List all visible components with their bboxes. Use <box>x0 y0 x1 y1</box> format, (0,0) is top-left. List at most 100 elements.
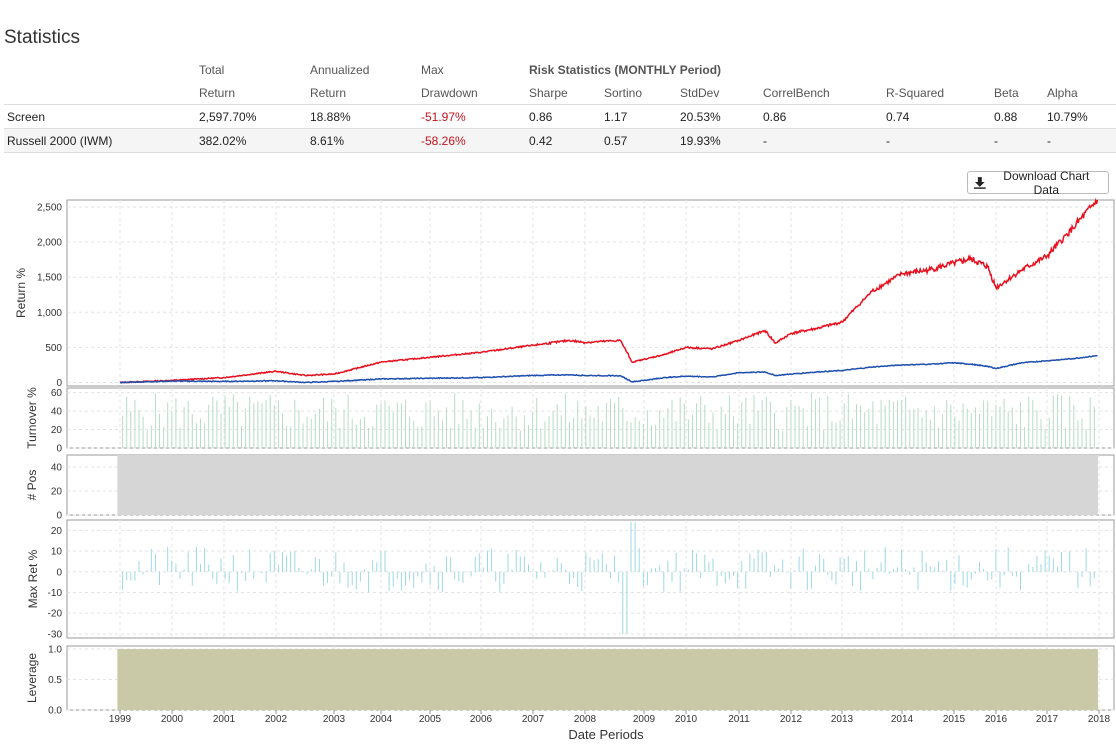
x-tick-label: 2012 <box>780 714 803 725</box>
table-header-cell: Sharpe <box>526 81 601 105</box>
table-header-cell: StdDev <box>677 81 760 105</box>
x-tick-label: 2016 <box>985 714 1008 725</box>
table-cell: Russell 2000 (IWM) <box>4 128 196 153</box>
table-cell: 2,597.70% <box>196 104 307 129</box>
table-row: Russell 2000 (IWM) 382.02% 8.61% -58.26%… <box>4 128 1116 153</box>
x-tick-label: 2002 <box>265 714 288 725</box>
table-header-cell: Alpha <box>1044 81 1116 105</box>
table-header-cell <box>883 58 991 81</box>
y-axis-label: # Pos <box>25 470 39 501</box>
table-cell: 0.88 <box>991 104 1044 129</box>
table-cell: -58.26% <box>418 128 526 153</box>
table-header-cell: Total <box>199 62 225 77</box>
x-tick-label: 2008 <box>574 714 597 725</box>
table-header-cell: Sortino <box>601 81 677 105</box>
table-cell: 0.86 <box>760 104 883 129</box>
y-tick-label: 40 <box>51 407 63 418</box>
y-tick-label: 20 <box>51 526 63 537</box>
table-header-row: Total Annualized Max Risk Statistics (MO… <box>4 58 1116 81</box>
x-tick-label: 1999 <box>109 714 132 725</box>
y-tick-label: 0 <box>56 511 62 522</box>
y-tick-label: 10 <box>51 547 63 558</box>
table-header-cell: Drawdown <box>418 81 526 105</box>
y-tick-label: -20 <box>48 609 63 620</box>
chart-panel-frame <box>66 519 1115 639</box>
y-tick-label: 20 <box>51 425 63 436</box>
performance-charts: 0 500 1,000 1,500 2,000 2,500 Return % 0 20 40 60 T… <box>14 198 1115 742</box>
chart-panel-frame <box>66 199 1115 387</box>
x-tick-label: 2006 <box>470 714 493 725</box>
x-tick-label: 2018 <box>1088 714 1111 725</box>
table-header-cell: CorrelBench <box>760 81 883 105</box>
table-cell: Screen <box>4 104 196 129</box>
x-tick-label: 2010 <box>675 714 698 725</box>
positions-bars <box>117 455 1098 515</box>
table-header-cell: R-Squared <box>883 81 991 105</box>
table-header-row: Return Return Drawdown Sharpe Sortino St… <box>4 81 1116 105</box>
x-tick-label: 2007 <box>522 714 545 725</box>
table-cell: 19.93% <box>677 128 760 153</box>
table-header-cell: Return <box>307 81 418 105</box>
y-axis-label: Turnover % <box>25 387 39 449</box>
x-tick-label: 2013 <box>831 714 854 725</box>
download-chart-data-button[interactable]: Download Chart Data <box>967 168 1109 197</box>
x-tick-label: 2004 <box>370 714 393 725</box>
table-cell: 18.88% <box>307 104 418 129</box>
y-tick-label: 1,000 <box>37 308 62 319</box>
table-cell: 0.86 <box>526 104 601 129</box>
table-cell: 8.61% <box>307 128 418 153</box>
y-axis-label: Max Ret % <box>26 549 40 608</box>
table-header-cell <box>4 81 196 105</box>
table-header-cell: Beta <box>991 81 1044 105</box>
table-cell: 0.42 <box>526 128 601 153</box>
table-header-cell: Max <box>421 62 444 77</box>
y-tick-label: 0.5 <box>48 675 62 686</box>
x-tick-label: 2000 <box>161 714 184 725</box>
y-axis-label: Return % <box>14 268 28 318</box>
y-tick-label: 500 <box>45 343 62 354</box>
y-tick-label: 1,500 <box>37 273 62 284</box>
table-cell: - <box>883 128 991 153</box>
x-tick-label: 2017 <box>1036 714 1059 725</box>
table-header-cell: Annualized <box>310 62 370 77</box>
table-cell: - <box>1044 128 1116 153</box>
table-cell: 0.57 <box>601 128 677 153</box>
screen-return-line <box>119 198 1099 384</box>
table-cell: 20.53% <box>677 104 760 129</box>
table-cell: 0.74 <box>883 104 991 129</box>
y-tick-label: 0.0 <box>48 706 62 717</box>
risk-statistics-header: Risk Statistics (MONTHLY Period) <box>529 62 722 77</box>
table-cell: - <box>991 128 1044 153</box>
x-tick-label: 2011 <box>728 714 750 725</box>
x-tick-label: 2005 <box>419 714 442 725</box>
table-header-cell <box>4 58 196 81</box>
y-tick-label: 2,000 <box>37 238 62 249</box>
x-tick-label: 2001 <box>213 714 236 725</box>
table-row: Screen 2,597.70% 18.88% -51.97% 0.86 1.1… <box>4 104 1116 129</box>
x-tick-label: 2014 <box>891 714 914 725</box>
table-header-cell <box>991 58 1044 81</box>
y-tick-label: 2,500 <box>37 203 62 214</box>
statistics-table: Total Annualized Max Risk Statistics (MO… <box>4 58 1116 153</box>
y-tick-label: 1.0 <box>48 645 62 656</box>
y-tick-label: 0 <box>56 378 62 389</box>
y-tick-label: -10 <box>48 588 63 599</box>
benchmark-return-line <box>119 354 1098 384</box>
table-cell: 382.02% <box>196 128 307 153</box>
table-cell: - <box>760 128 883 153</box>
y-tick-label: 20 <box>51 487 63 498</box>
y-tick-label: 0 <box>56 444 62 455</box>
table-header-cell <box>1044 58 1116 81</box>
page-title: Statistics <box>4 27 81 48</box>
y-tick-label: -30 <box>48 629 63 640</box>
download-button-label: Download Chart Data <box>1003 168 1090 197</box>
y-tick-label: 60 <box>51 388 63 399</box>
x-tick-label: 2009 <box>633 714 656 725</box>
y-tick-label: 0 <box>56 567 62 578</box>
table-cell: 10.79% <box>1044 104 1116 129</box>
x-axis-label: Date Periods <box>568 727 644 742</box>
x-tick-label: 2015 <box>943 714 966 725</box>
table-header-cell: Return <box>196 81 307 105</box>
leverage-bars <box>117 649 1098 710</box>
y-axis-label: Leverage <box>25 653 39 703</box>
